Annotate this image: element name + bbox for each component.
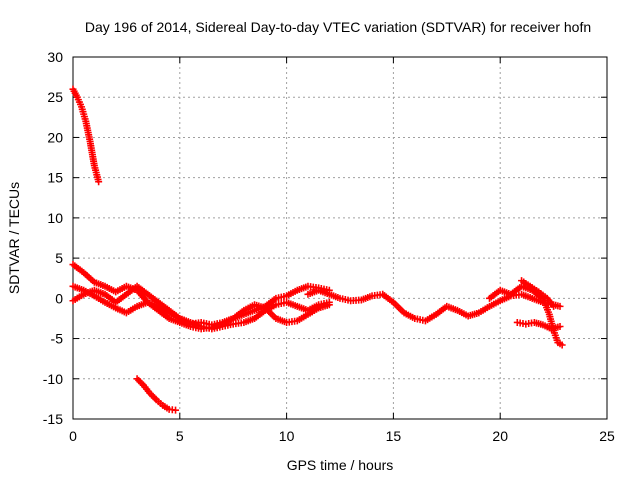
x-tick-label: 0 bbox=[69, 428, 77, 444]
series-arc-c bbox=[69, 282, 333, 329]
y-tick-label: 20 bbox=[47, 129, 63, 145]
data-point bbox=[556, 302, 564, 310]
x-tick-label: 15 bbox=[386, 428, 402, 444]
x-tick-label: 25 bbox=[599, 428, 615, 444]
plot-frame bbox=[72, 56, 608, 420]
y-tick-label: -5 bbox=[51, 331, 64, 347]
chart-title: Day 196 of 2014, Sidereal Day-to-day VTE… bbox=[85, 19, 591, 35]
y-tick-label: 0 bbox=[55, 290, 63, 306]
data-point bbox=[558, 341, 566, 349]
x-tick-label: 5 bbox=[176, 428, 184, 444]
axis-ticks: 0 5 10 15 20 25 -15 -10 -5 0 5 10 15 20 25 30 bbox=[43, 49, 615, 444]
series-arc-d bbox=[304, 286, 564, 325]
data-marks bbox=[69, 85, 566, 414]
x-tick-label: 20 bbox=[492, 428, 508, 444]
y-tick-label: -15 bbox=[43, 411, 63, 427]
x-tick-label: 10 bbox=[279, 428, 295, 444]
series-arc-f bbox=[513, 318, 564, 333]
series-arc-high bbox=[69, 85, 103, 186]
y-tick-label: 30 bbox=[47, 49, 63, 65]
data-point bbox=[172, 406, 180, 414]
data-point bbox=[95, 178, 103, 186]
series-arc-low bbox=[133, 375, 180, 414]
y-axis-label: SDTVAR / TECUs bbox=[6, 182, 22, 294]
data-point bbox=[550, 302, 558, 310]
y-tick-label: 5 bbox=[55, 250, 63, 266]
y-tick-label: 25 bbox=[47, 89, 63, 105]
data-point bbox=[325, 301, 333, 309]
y-tick-label: 15 bbox=[47, 170, 63, 186]
series-arc-g bbox=[518, 277, 558, 310]
y-tick-label: -10 bbox=[43, 371, 63, 387]
y-tick-label: 10 bbox=[47, 210, 63, 226]
x-axis-label: GPS time / hours bbox=[287, 457, 394, 473]
grid bbox=[73, 57, 607, 419]
data-point bbox=[556, 322, 564, 330]
